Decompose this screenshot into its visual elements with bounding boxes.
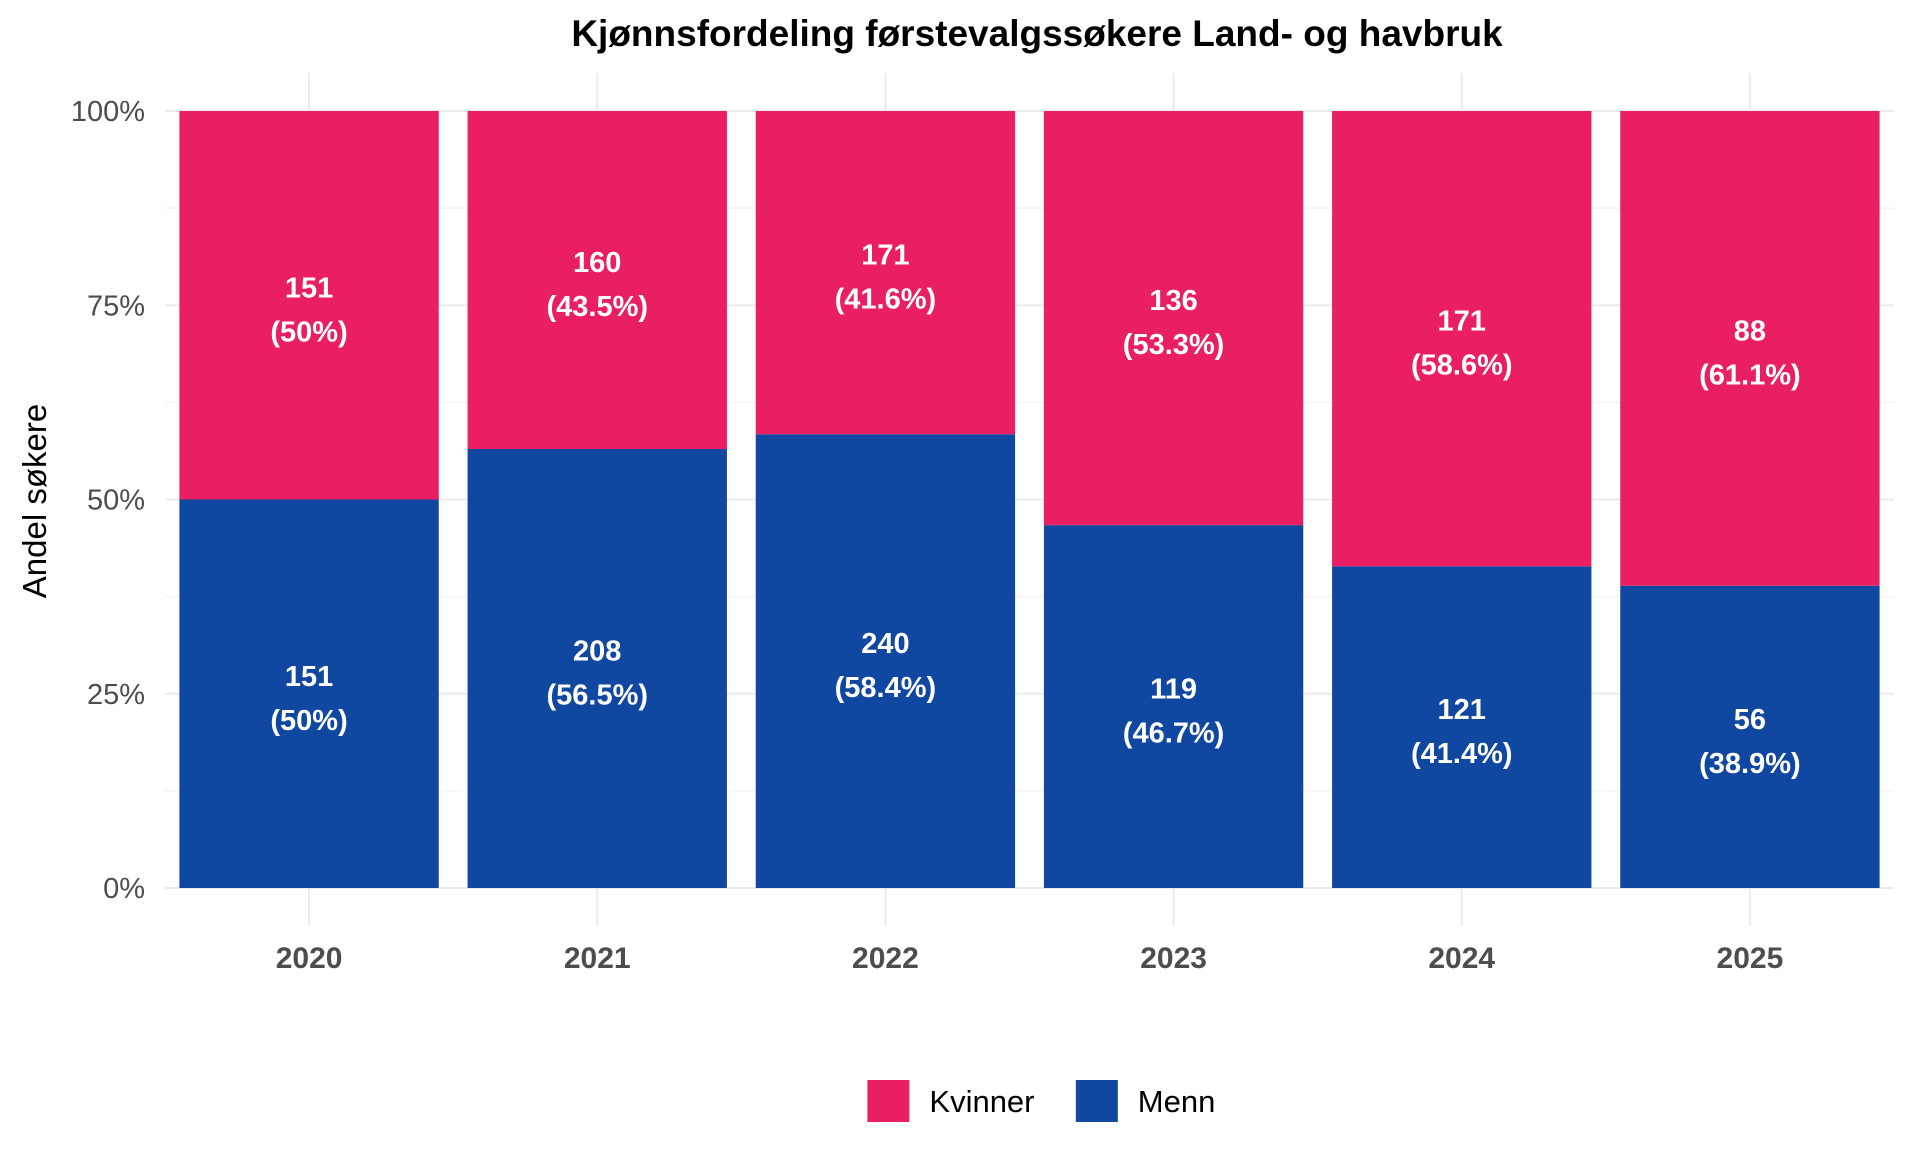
bar-segment-menn-2025: [1620, 585, 1880, 888]
bar-segment-menn-2023: [1043, 525, 1304, 888]
legend-label-kvinner: Kvinner: [929, 1084, 1034, 1119]
data-label-percent: (53.3%): [1123, 329, 1225, 361]
data-label-count: 119: [1150, 674, 1197, 706]
data-label-count: 88: [1734, 315, 1766, 347]
bar-segment-kvinner-2022: [755, 111, 1016, 435]
data-label-count: 136: [1149, 285, 1197, 317]
data-label-percent: (41.6%): [835, 284, 937, 316]
data-label-count: 208: [573, 635, 621, 667]
data-label-count: 151: [285, 661, 333, 693]
legend: Kvinner Menn: [867, 1080, 1215, 1122]
legend-label-menn: Menn: [1138, 1084, 1216, 1119]
x-tick-label: 2020: [276, 942, 343, 975]
data-label-count: 171: [1438, 306, 1486, 338]
bar-segment-menn-2022: [755, 434, 1016, 888]
bar-segment-menn-2021: [467, 448, 727, 888]
bar-segment-menn-2024: [1332, 566, 1592, 888]
x-tick-label: 2023: [1140, 942, 1207, 975]
x-tick-label: 2024: [1428, 942, 1495, 975]
y-axis-label: Andel søkere: [16, 404, 53, 598]
data-label-percent: (61.1%): [1699, 359, 1801, 391]
x-tick-label: 2022: [852, 942, 919, 975]
data-label-percent: (46.7%): [1123, 718, 1225, 750]
y-tick-label: 25%: [87, 679, 145, 711]
bar-segment-menn-2020: [179, 499, 439, 888]
bars-layer: [179, 111, 1880, 888]
y-tick-label: 50%: [87, 485, 145, 517]
x-tick-label: 2025: [1717, 942, 1784, 975]
data-label-percent: (43.5%): [546, 291, 648, 323]
legend-swatch-kvinner: [867, 1080, 910, 1122]
data-label-count: 56: [1734, 704, 1766, 736]
data-label-percent: (50%): [270, 705, 347, 737]
bar-segment-kvinner-2024: [1332, 111, 1592, 567]
data-label-count: 151: [285, 272, 333, 304]
chart-title: Kjønnsfordeling førstevalgssøkere Land- …: [571, 13, 1503, 54]
data-label-percent: (38.9%): [1699, 748, 1801, 780]
y-tick-label: 100%: [71, 96, 145, 128]
y-tick-label: 0%: [103, 873, 145, 905]
data-label-count: 121: [1438, 694, 1486, 726]
y-tick-label: 75%: [87, 290, 145, 322]
data-label-percent: (50%): [270, 316, 347, 348]
bar-segment-kvinner-2020: [179, 111, 439, 500]
bar-segment-kvinner-2021: [467, 111, 727, 449]
x-tick-label: 2021: [564, 942, 631, 975]
data-label-percent: (58.4%): [835, 672, 937, 704]
data-label-percent: (56.5%): [546, 679, 648, 711]
bar-segment-kvinner-2025: [1620, 111, 1880, 586]
axes-layer: 0% 25% 50% 75% 100% 2020 2021 2022 2023 2024 2025: [71, 96, 1783, 975]
data-label-count: 160: [573, 247, 621, 279]
data-label-percent: (58.6%): [1411, 350, 1513, 382]
data-label-count: 240: [861, 628, 909, 660]
data-labels-layer: 151 (50%) 151 (50%) 208 (56.5%) 160 (43.5%) 240 (…: [270, 240, 1800, 780]
data-label-percent: (41.4%): [1411, 738, 1513, 770]
legend-swatch-menn: [1075, 1080, 1118, 1122]
data-label-count: 171: [861, 240, 909, 272]
bar-segment-kvinner-2023: [1043, 111, 1304, 526]
